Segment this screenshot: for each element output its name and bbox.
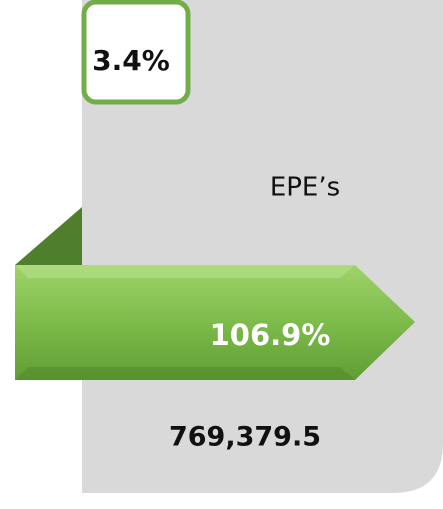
arrow-bevel (15, 367, 355, 380)
arrow-fold (15, 207, 82, 265)
label: EPE’s (270, 173, 340, 203)
badge-text: 3.4% (92, 44, 170, 77)
arrow (15, 265, 415, 380)
arrow-bevel (15, 265, 355, 278)
total: 769,379.5 (169, 422, 321, 453)
arrow-text: 106.9% (210, 318, 331, 352)
badge (81, 0, 191, 105)
